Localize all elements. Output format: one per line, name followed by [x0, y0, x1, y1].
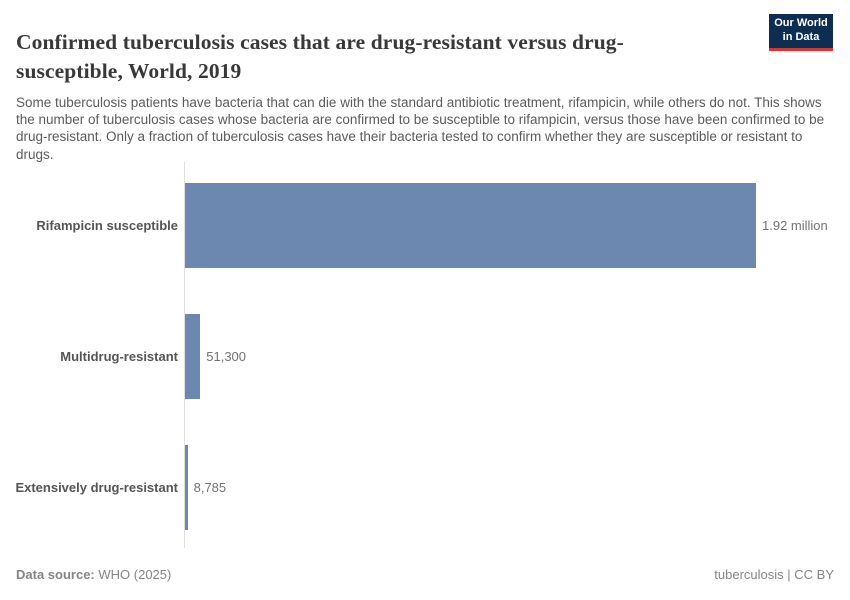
category-label: Multidrug-resistant [60, 349, 178, 364]
data-source-note: Data source: WHO (2025) [16, 567, 171, 582]
y-axis-line [184, 162, 185, 548]
owid-logo: Our World in Data [769, 14, 833, 51]
owid-logo-line2: in Data [782, 31, 820, 43]
license-note: tuberculosis | CC BY [714, 567, 834, 582]
chart-footer: Data source: WHO (2025) tuberculosis | C… [16, 567, 834, 582]
bar-row[interactable]: Rifampicin susceptible 1.92 million [0, 183, 850, 268]
owid-logo-line1: Our World [774, 17, 828, 30]
bar-chart: Rifampicin susceptible 1.92 million Multid… [0, 162, 850, 548]
bar-value-label: 51,300 [206, 349, 247, 364]
category-label: Rifampicin susceptible [36, 218, 178, 233]
bar[interactable] [185, 314, 201, 399]
bar[interactable] [185, 183, 756, 268]
data-source-value: WHO (2025) [98, 567, 172, 582]
bar-row[interactable]: Extensively drug-resistant 8,785 [0, 445, 850, 530]
bar[interactable] [185, 445, 188, 530]
bar-value-label: 1.92 million [762, 218, 828, 233]
bar-row[interactable]: Multidrug-resistant 51,300 [0, 314, 850, 399]
chart-subtitle: Some tuberculosis patients have bacteria… [16, 94, 825, 162]
category-label: Extensively drug-resistant [15, 480, 178, 495]
chart-title: Confirmed tuberculosis cases that are dr… [16, 30, 624, 83]
bar-value-label: 8,785 [193, 480, 227, 495]
data-source-label: Data source: [16, 567, 95, 582]
